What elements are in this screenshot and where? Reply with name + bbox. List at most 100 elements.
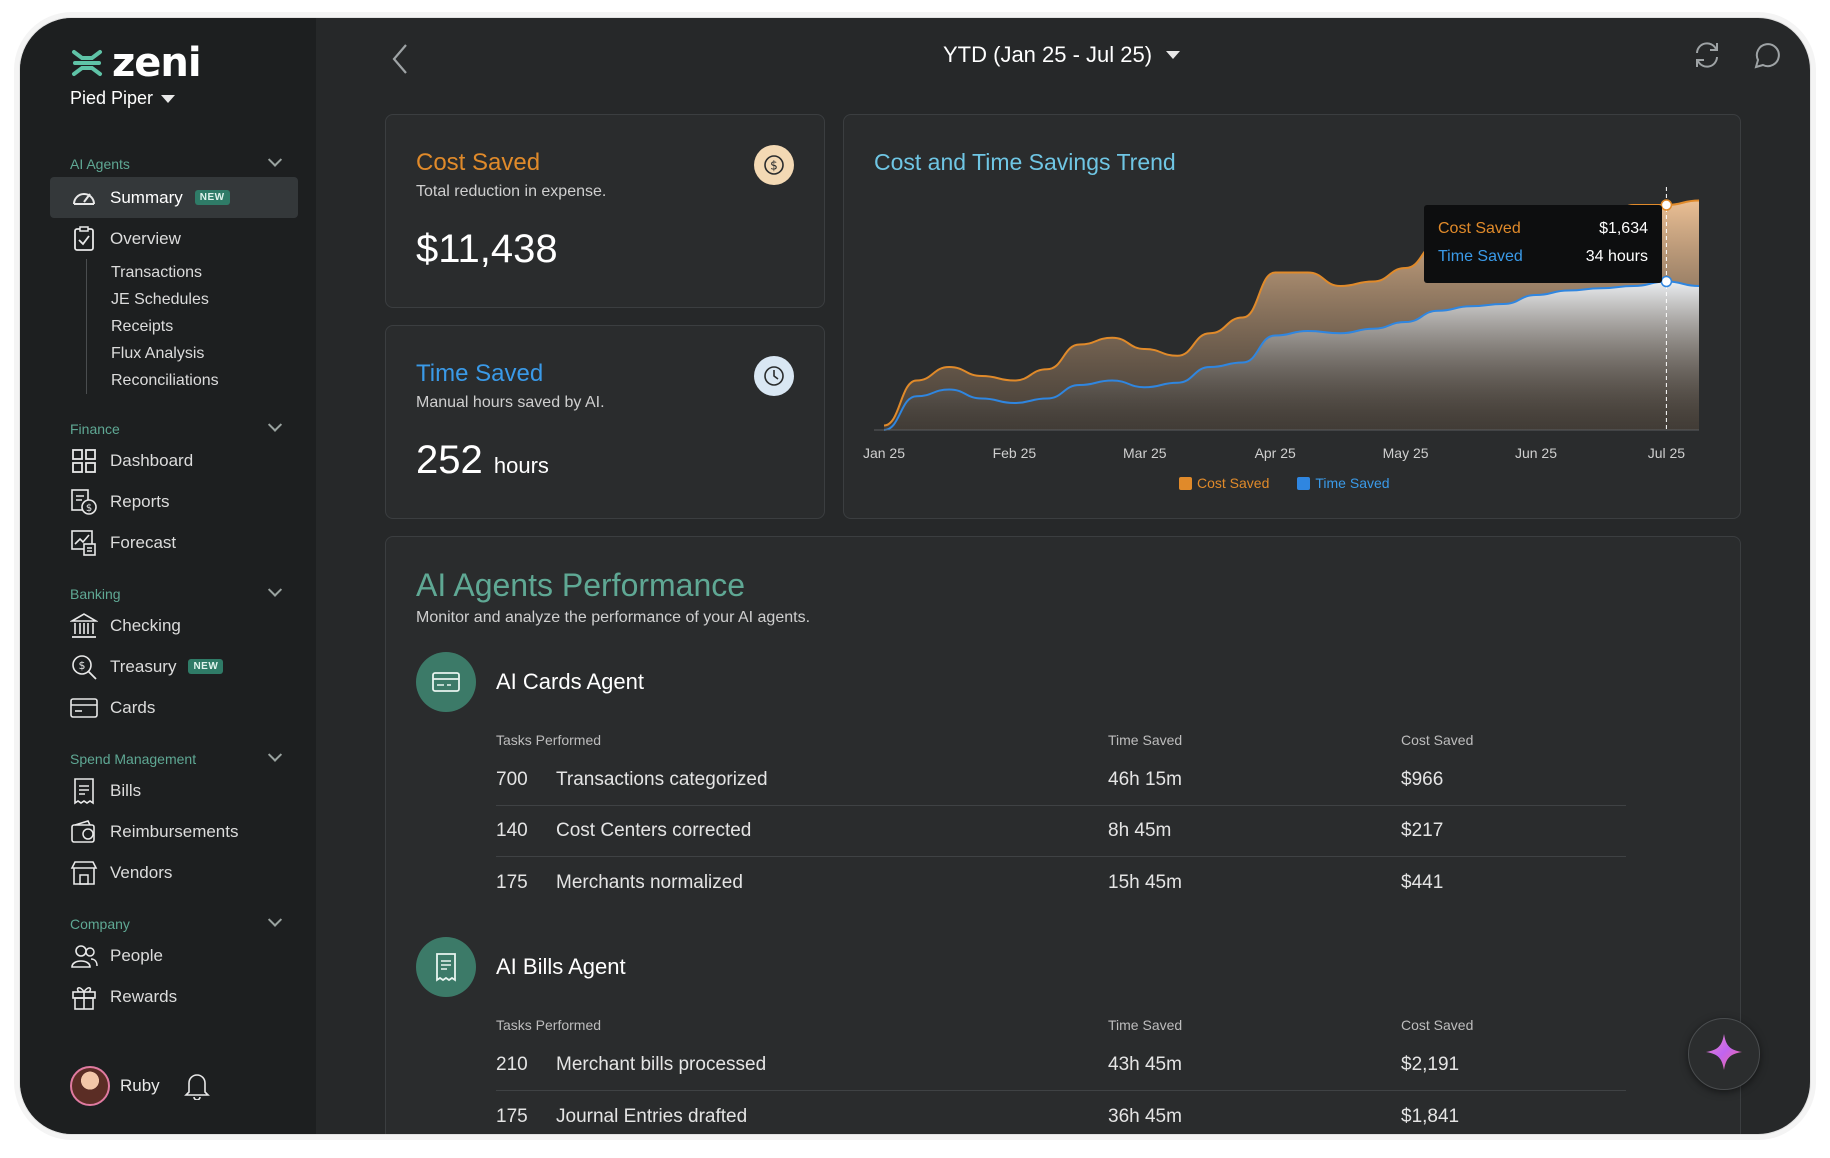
section-subtitle: Monitor and analyze the performance of y… (416, 609, 811, 626)
sidebar-item-label: Reports (110, 491, 170, 511)
table-row[interactable]: 140 Cost Centers corrected 8h 45m $217 (496, 806, 1626, 857)
chat-icon[interactable] (1752, 40, 1782, 75)
table-row[interactable]: 210 Merchant bills processed 43h 45m $2,1… (496, 1040, 1626, 1091)
sidebar-item-bills[interactable]: Bills (20, 770, 316, 811)
new-badge: NEW (194, 190, 230, 205)
table-row[interactable]: 175 Journal Entries drafted 36h 45m $1,84… (496, 1091, 1626, 1134)
table-header: Tasks Performed Time Saved Cost Saved (496, 1010, 1626, 1040)
sidebar-item-people[interactable]: People (20, 935, 316, 976)
legend-swatch (1297, 476, 1311, 490)
sidebar-item-cards[interactable]: Cards (20, 687, 316, 728)
sidebar-item-label: Vendors (110, 862, 173, 882)
col-tasks: Tasks Performed (496, 732, 602, 748)
chevron-down-icon (267, 152, 283, 167)
refresh-icon[interactable] (1692, 40, 1722, 75)
section-header[interactable]: Finance (20, 417, 316, 440)
bill-icon (70, 777, 98, 805)
stat-title: Time Saved (416, 360, 544, 387)
chart-tooltip: Cost Saved $1,634 Time Saved 34 hours (1424, 205, 1662, 283)
sidebar-item-dashboard[interactable]: Dashboard (20, 440, 316, 481)
sidebar-item-label: Cards (110, 697, 156, 717)
sidebar-item-checking[interactable]: Checking (20, 605, 316, 646)
section-title: AI Agents Performance (416, 567, 746, 603)
sidebar-item-reimbursements[interactable]: Reimbursements (20, 811, 316, 852)
section-title: AI Agents (70, 156, 130, 172)
sidebar-item-label: Overview (110, 228, 181, 248)
table-row[interactable]: 175 Merchants normalized 15h 45m $441 (496, 857, 1626, 908)
bell-icon[interactable] (184, 1070, 210, 1105)
legend-item-time[interactable]: Time Saved (1297, 475, 1390, 491)
sidebar: zeni Pied Piper AI Agents Summary NEW (20, 18, 316, 1134)
sidebar-item-rewards[interactable]: Rewards (20, 976, 316, 1017)
trend-chart[interactable]: Jan 25 Feb 25 Mar 25 Apr 25 May 25 Jun 25 Jul … (844, 115, 1742, 520)
chart-title: Cost and Time Savings Trend (874, 149, 1176, 175)
stat-subtitle: Total reduction in expense. (416, 183, 607, 200)
cost-cell: $217 (1401, 820, 1444, 841)
sidebar-subitem-je-schedules[interactable]: JE Schedules (111, 290, 209, 308)
user-menu[interactable]: Ruby (70, 1066, 160, 1106)
chart-legend: Cost Saved Time Saved (1179, 475, 1390, 491)
x-tick-label: Mar 25 (1123, 445, 1167, 461)
sidebar-subitem-transactions[interactable]: Transactions (111, 263, 202, 281)
report-dollar-icon: $ (70, 488, 98, 516)
series-line-time-saved[interactable] (883, 280, 1700, 431)
back-arrow-icon[interactable] (390, 42, 410, 81)
sidebar-item-overview[interactable]: Overview (20, 218, 316, 259)
section-header[interactable]: Banking (20, 582, 316, 605)
brand-logo[interactable]: zeni (70, 40, 202, 86)
savings-trend-card: Cost and Time Savings Trend Jan 25 Feb 25… (843, 114, 1741, 519)
tooltip-cost-value: $1,634 (1599, 220, 1648, 237)
nav-section-banking: Banking Checking $ Treasury NEW (20, 582, 316, 728)
table-row[interactable]: 700 Transactions categorized 46h 15m $966 (496, 755, 1626, 806)
avatar (70, 1066, 110, 1106)
legend-swatch (1179, 476, 1192, 490)
sidebar-item-vendors[interactable]: Vendors (20, 852, 316, 893)
caret-down-icon (1166, 51, 1181, 59)
col-time: Time Saved (1108, 732, 1183, 748)
hover-point-time-saved (1660, 275, 1673, 288)
agent-header-bills: AI Bills Agent (416, 937, 626, 997)
task-name: Cost Centers corrected (556, 820, 752, 841)
tooltip-time-label: Time Saved (1438, 248, 1523, 265)
agent-name: AI Bills Agent (496, 954, 626, 979)
sidebar-item-reports[interactable]: $ Reports (20, 481, 316, 522)
speedometer-icon (70, 184, 98, 212)
section-title: Finance (70, 421, 120, 437)
time-cell: 15h 45m (1108, 871, 1182, 893)
task-count: 175 (496, 871, 528, 893)
period-label: YTD (Jan 25 - Jul 25) (943, 42, 1153, 67)
chevron-down-icon (267, 417, 283, 432)
section-header[interactable]: Company (20, 912, 316, 935)
legend-item-cost[interactable]: Cost Saved (1179, 475, 1269, 491)
card-icon (416, 652, 476, 712)
sidebar-subitem-reconciliations[interactable]: Reconciliations (111, 371, 219, 389)
ai-assistant-button[interactable] (1688, 1018, 1760, 1090)
cost-saved-card: Cost Saved Total reduction in expense. $… (385, 114, 825, 308)
sidebar-item-treasury[interactable]: $ Treasury NEW (20, 646, 316, 687)
sidebar-item-summary[interactable]: Summary NEW (50, 177, 298, 218)
col-tasks: Tasks Performed (496, 1017, 602, 1033)
section-header[interactable]: Spend Management (20, 747, 316, 770)
sidebar-item-label: Forecast (110, 532, 177, 552)
caret-down-icon (161, 94, 176, 103)
task-count: 140 (496, 820, 528, 841)
section-header[interactable]: AI Agents (20, 152, 316, 175)
sidebar-subitem-flux-analysis[interactable]: Flux Analysis (111, 344, 205, 362)
period-selector[interactable]: YTD (Jan 25 - Jul 25) (943, 42, 1181, 68)
org-switcher[interactable]: Pied Piper (70, 88, 176, 109)
gift-icon (70, 983, 98, 1011)
time-cell: 8h 45m (1108, 820, 1172, 841)
overview-submenu: Transactions JE Schedules Receipts Flux … (86, 259, 316, 394)
legend-label: Time Saved (1315, 475, 1390, 491)
sidebar-item-forecast[interactable]: Forecast (20, 522, 316, 563)
task-name: Journal Entries drafted (556, 1105, 748, 1127)
task-count: 175 (496, 1105, 528, 1127)
nav-section-finance: Finance Dashboard $ Reports Forecast (20, 417, 316, 563)
grid-icon (70, 447, 98, 475)
sidebar-subitem-receipts[interactable]: Receipts (111, 317, 174, 335)
task-cell: 210 Merchant bills processed (496, 1054, 1108, 1076)
cost-cell: $441 (1401, 871, 1444, 893)
brand-name: zeni (112, 40, 202, 86)
zeni-logo-icon (70, 48, 104, 78)
x-tick-label: Jan 25 (863, 445, 905, 461)
